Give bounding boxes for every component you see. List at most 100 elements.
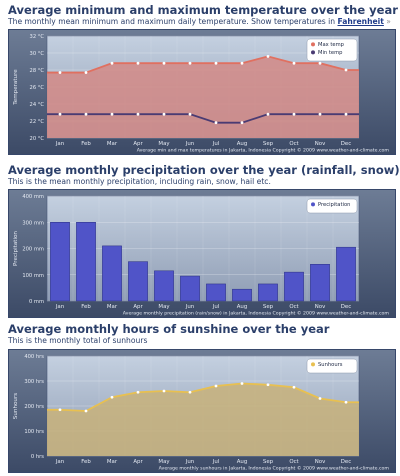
x-tick-label: Feb xyxy=(81,304,91,310)
x-tick-label: Oct xyxy=(289,459,298,465)
x-tick-label: Jul xyxy=(212,141,220,147)
y-tick-label: 22 °C xyxy=(30,119,45,125)
section-title-sunshine: Average monthly hours of sunshine over t… xyxy=(8,322,330,336)
y-tick-label: 200 mm xyxy=(22,247,44,253)
data-point xyxy=(188,112,192,116)
x-tick-label: Jan xyxy=(55,141,64,147)
x-tick-label: Apr xyxy=(133,141,143,147)
precipitation-bar xyxy=(76,222,96,302)
x-tick-label: Feb xyxy=(81,459,91,465)
data-point xyxy=(266,383,270,387)
legend-box xyxy=(306,38,358,62)
temperature-chart-svg: 20 °C 22 °C 24 °C 26 °C 28 °C 30 °C 32 °C Jan Fe… xyxy=(13,34,390,154)
data-point xyxy=(110,395,114,399)
precipitation-bar xyxy=(180,275,200,302)
x-tick-label: Jun xyxy=(185,304,194,310)
y-tick-label: 0 mm xyxy=(29,299,44,305)
x-tick-label: Oct xyxy=(289,141,298,147)
subtitle-text: The monthly mean minimum and maximum dai… xyxy=(8,17,336,26)
x-tick-label: Jan xyxy=(55,459,64,465)
data-point xyxy=(292,112,296,116)
data-point xyxy=(84,112,88,116)
x-tick-label: Mar xyxy=(107,459,118,465)
data-point xyxy=(214,121,218,125)
precipitation-bar xyxy=(258,283,278,302)
section-title-temperature: Average minimum and maximum temperature … xyxy=(8,3,398,17)
data-point xyxy=(240,61,244,65)
precipitation-bar xyxy=(50,222,70,302)
y-tick-label: 100 hrs xyxy=(24,429,44,435)
x-tick-label: Nov xyxy=(315,304,326,310)
data-point xyxy=(240,121,244,125)
y-tick-label: 20 °C xyxy=(30,136,45,142)
y-tick-label: 24 °C xyxy=(30,102,45,108)
data-point xyxy=(188,390,192,394)
legend-box xyxy=(306,198,358,214)
series-line xyxy=(47,55,359,74)
x-tick-label: Sep xyxy=(263,459,274,465)
data-point xyxy=(344,400,348,404)
x-tick-label: Oct xyxy=(289,304,298,310)
x-tick-label: May xyxy=(158,141,170,147)
x-tick-label: Mar xyxy=(107,141,118,147)
data-point xyxy=(240,382,244,385)
x-tick-label: Dec xyxy=(341,459,351,465)
data-point xyxy=(318,112,322,116)
x-tick-label: Aug xyxy=(237,459,248,465)
data-point xyxy=(188,61,192,65)
x-tick-label: Sep xyxy=(263,304,274,310)
x-tick-label: Jun xyxy=(185,141,194,147)
y-tick-label: 30 °C xyxy=(30,51,45,57)
data-point xyxy=(214,384,218,388)
section-subtitle-temperature: The monthly mean minimum and maximum dai… xyxy=(8,17,391,26)
chart-caption: Average min and max temperatures in Jaka… xyxy=(137,147,390,154)
y-tick-label: 28 °C xyxy=(30,68,45,74)
chart-caption: Average monthly sunhours in Jakarta, Ind… xyxy=(159,465,390,472)
y-axis-label: Temperature xyxy=(13,69,19,106)
legend-label: Precipitation xyxy=(318,202,350,208)
x-tick-label: Apr xyxy=(133,459,143,465)
fahrenheit-link[interactable]: Fahrenheit xyxy=(337,17,384,26)
sunshine-chart-svg: 0 hrs 100 hrs 200 hrs 300 hrs 400 hrs Jan Feb M… xyxy=(13,354,390,472)
legend-label: Max temp xyxy=(318,42,345,48)
x-tick-label: Dec xyxy=(341,304,351,310)
data-point xyxy=(110,61,114,65)
precipitation-bar xyxy=(128,261,148,302)
data-point xyxy=(344,112,348,116)
legend-label: Sunhours xyxy=(318,362,343,368)
data-point xyxy=(58,408,62,412)
y-tick-label: 100 mm xyxy=(22,273,44,279)
section-title-precipitation: Average monthly precipitation over the y… xyxy=(8,163,400,177)
data-point xyxy=(344,68,348,72)
x-tick-label: Dec xyxy=(341,141,351,147)
x-tick-label: Apr xyxy=(133,304,143,310)
y-tick-label: 32 °C xyxy=(30,34,45,40)
legend-marker xyxy=(311,362,315,367)
data-point xyxy=(110,112,114,116)
arrow-icon: » xyxy=(386,17,391,26)
precipitation-chart-svg: 0 mm 100 mm 200 mm 300 mm 400 mm Jan Feb Mar Apr… xyxy=(13,194,390,317)
data-point xyxy=(58,71,62,74)
data-point xyxy=(266,112,270,116)
precipitation-bar xyxy=(284,271,304,302)
data-point xyxy=(162,61,166,65)
series-line xyxy=(47,382,359,412)
x-tick-label: May xyxy=(158,459,170,465)
series-line xyxy=(47,113,359,124)
x-tick-label: Nov xyxy=(315,459,326,465)
chart-caption: Average monthly precipitation (rain/snow… xyxy=(123,310,390,317)
x-tick-label: Jul xyxy=(212,304,220,310)
x-tick-label: Jul xyxy=(212,459,220,465)
precipitation-bar xyxy=(206,283,226,302)
y-axis-label: Sunhours xyxy=(13,393,19,419)
data-point xyxy=(136,112,140,116)
data-point xyxy=(214,61,218,65)
y-tick-label: 200 hrs xyxy=(24,404,44,410)
precipitation-bar xyxy=(102,245,122,302)
x-tick-label: Jun xyxy=(185,459,194,465)
data-point xyxy=(58,112,62,116)
precipitation-bar xyxy=(232,288,252,302)
precipitation-bar xyxy=(310,264,330,302)
data-point xyxy=(266,55,270,58)
precipitation-chart: 0 mm 100 mm 200 mm 300 mm 400 mm Jan Feb Mar Apr… xyxy=(8,189,396,318)
